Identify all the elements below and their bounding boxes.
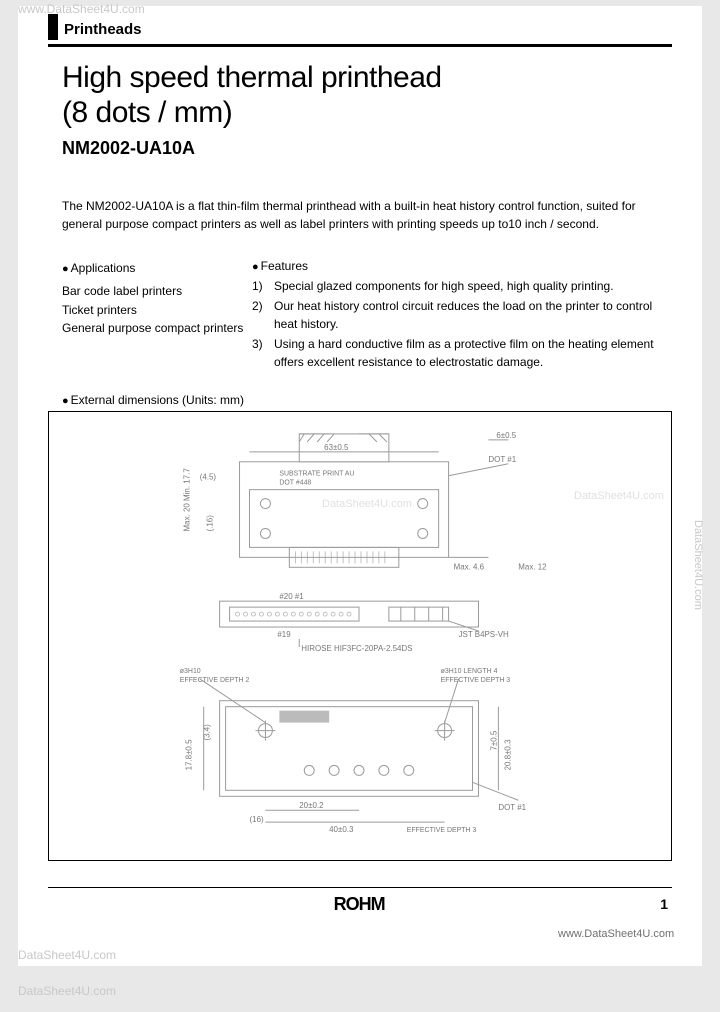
svg-text:#20 #1: #20 #1: [279, 592, 304, 601]
svg-text:Max. 20 Min. 17.7: Max. 20 Min. 17.7: [183, 468, 192, 532]
page: Printheads High speed thermal printhead …: [18, 6, 702, 966]
svg-text:HIROSE HIF3FC-20PA-2.54DS: HIROSE HIF3FC-20PA-2.54DS: [301, 644, 412, 653]
feature-num: 2): [252, 297, 274, 334]
svg-text:20.8±0.3: 20.8±0.3: [503, 739, 512, 770]
columns: Applications Bar code label printers Tic…: [18, 233, 702, 373]
svg-text:Max. 4.6: Max. 4.6: [454, 562, 485, 571]
title-block: High speed thermal printhead (8 dots / m…: [18, 47, 702, 159]
feature-item: 2)Our heat history control circuit reduc…: [252, 297, 664, 334]
feature-item: 1)Special glazed components for high spe…: [252, 277, 664, 296]
applications-heading: Applications: [62, 259, 252, 278]
svg-text:40±0.3: 40±0.3: [329, 825, 354, 834]
header-indicator: [48, 14, 58, 40]
title-line-1: High speed thermal printhead: [62, 61, 672, 96]
svg-text:(16): (16): [249, 815, 263, 824]
dim-label: ø3H10: [180, 668, 201, 675]
brand-logo: ROHM: [334, 894, 385, 915]
application-item: Ticket printers: [62, 301, 252, 320]
title-line-2: (8 dots / mm): [62, 96, 672, 131]
part-number: NM2002-UA10A: [62, 138, 672, 159]
svg-text:DOT #1: DOT #1: [488, 455, 516, 464]
application-item: Bar code label printers: [62, 282, 252, 301]
feature-num: 3): [252, 335, 274, 372]
feature-text: Using a hard conductive film as a protec…: [274, 335, 664, 372]
svg-text:20±0.2: 20±0.2: [299, 801, 324, 810]
svg-text:DOT #1: DOT #1: [498, 803, 526, 812]
svg-text:Max. 12: Max. 12: [518, 562, 547, 571]
features-list: 1)Special glazed components for high spe…: [252, 277, 664, 372]
drawing-svg: 63±0.5 SUBSTRATE PRINT AU DOT #448 DOT #…: [49, 412, 671, 860]
header: Printheads: [18, 6, 702, 40]
svg-text:ø3H10 LENGTH 4: ø3H10 LENGTH 4: [441, 668, 498, 675]
feature-text: Special glazed components for high speed…: [274, 277, 614, 296]
page-number: 1: [660, 896, 668, 912]
svg-text:JST B4PS-VH: JST B4PS-VH: [459, 630, 509, 639]
features-heading: Features: [252, 259, 664, 273]
svg-text:DOT #448: DOT #448: [279, 480, 311, 487]
svg-text:#19: #19: [277, 630, 291, 639]
footer: ROHM 1: [18, 888, 702, 915]
applications-column: Applications Bar code label printers Tic…: [62, 259, 252, 373]
watermark: DataSheet4U.com: [18, 984, 116, 998]
category-label: Printheads: [64, 21, 142, 40]
svg-text:(.16): (.16): [206, 515, 215, 532]
feature-item: 3)Using a hard conductive film as a prot…: [252, 335, 664, 372]
svg-text:(4.5): (4.5): [200, 473, 217, 482]
application-item: General purpose compact printers: [62, 319, 252, 338]
svg-text:17.8±0.5: 17.8±0.5: [185, 739, 194, 770]
dim-label: 63±0.5: [324, 443, 349, 452]
feature-text: Our heat history control circuit reduces…: [274, 297, 664, 334]
svg-text:6±0.5: 6±0.5: [496, 431, 516, 440]
svg-text:SUBSTRATE PRINT AU: SUBSTRATE PRINT AU: [279, 471, 354, 478]
svg-text:7±0.5: 7±0.5: [489, 730, 498, 750]
feature-num: 1): [252, 277, 274, 296]
dimensions-heading: External dimensions (Units: mm): [18, 373, 702, 411]
intro-paragraph: The NM2002-UA10A is a flat thin-film the…: [18, 159, 702, 233]
svg-text:EFFECTIVE DEPTH 3: EFFECTIVE DEPTH 3: [441, 677, 511, 684]
technical-drawing: 63±0.5 SUBSTRATE PRINT AU DOT #448 DOT #…: [48, 411, 672, 861]
features-column: Features 1)Special glazed components for…: [252, 259, 664, 373]
svg-text:EFFECTIVE DEPTH 2: EFFECTIVE DEPTH 2: [180, 677, 250, 684]
svg-text:(3.4): (3.4): [203, 724, 212, 741]
svg-text:EFFECTIVE DEPTH 3: EFFECTIVE DEPTH 3: [407, 827, 477, 834]
